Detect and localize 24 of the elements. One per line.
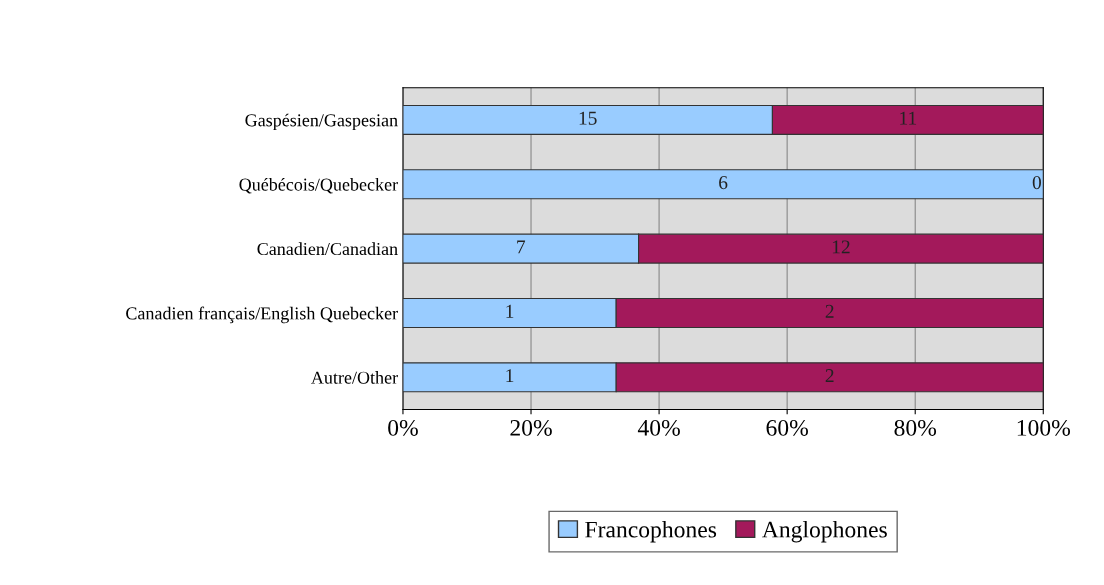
annotation: 2: [825, 304, 834, 318]
x-tick-label: 20%: [510, 419, 552, 436]
annotation: 12: [832, 240, 850, 254]
legend-label: Francophones: [585, 520, 717, 543]
x-tick-label: 100%: [1017, 419, 1071, 436]
annotation: 11: [900, 111, 917, 125]
annotation: 7: [517, 240, 526, 254]
x-tick-label: 60%: [766, 419, 808, 436]
annotation: 0: [1032, 176, 1041, 190]
annotation: 15: [579, 111, 597, 125]
y-tick-label: Canadien français/English Quebecker: [126, 306, 398, 324]
y-tick-label: Gaspésien/Gaspesian: [245, 113, 398, 131]
y-tick-label: Canadien/Canadian: [257, 242, 398, 256]
x-tick-label: 80%: [894, 419, 937, 436]
annotation: 2: [825, 369, 834, 382]
annotation: 1: [506, 304, 514, 318]
annotation: 1: [506, 369, 514, 382]
x-tick-label: 0%: [388, 419, 418, 436]
bar: [402, 169, 1044, 200]
x-tick-label: 40%: [637, 419, 680, 436]
legend-label: Anglophones: [762, 520, 887, 543]
annotation: 6: [719, 176, 728, 190]
y-tick-label: Autre/Other: [311, 371, 398, 384]
y-tick-label: Québécois/Quebecker: [239, 177, 398, 194]
